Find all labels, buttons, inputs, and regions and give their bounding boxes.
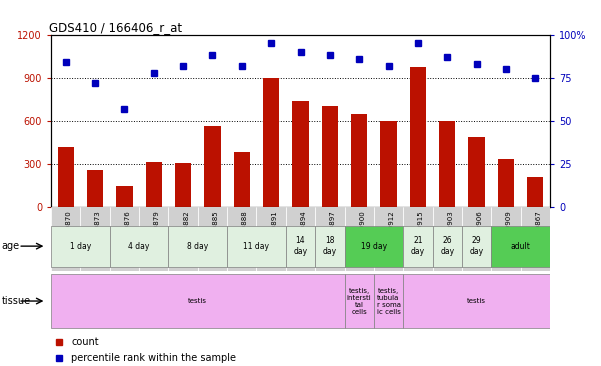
Text: tissue: tissue: [2, 296, 31, 306]
Bar: [117, 186, 132, 207]
Bar: [462, 225, 491, 267]
Bar: [403, 274, 550, 328]
Text: 18
day: 18 day: [323, 236, 337, 256]
Bar: [374, 274, 403, 328]
Bar: [51, 274, 344, 328]
Bar: [110, 207, 139, 271]
Bar: [234, 152, 250, 207]
Text: GSM9915: GSM9915: [418, 210, 424, 244]
Bar: [433, 225, 462, 267]
Text: GSM9903: GSM9903: [447, 210, 453, 244]
Text: GSM9900: GSM9900: [359, 210, 365, 244]
Bar: [227, 207, 257, 271]
Text: 21
day: 21 day: [411, 236, 425, 256]
Bar: [263, 78, 279, 207]
Bar: [380, 121, 397, 207]
Text: GSM9891: GSM9891: [271, 210, 277, 244]
Text: GSM9879: GSM9879: [154, 210, 160, 244]
Bar: [81, 207, 110, 271]
Bar: [403, 207, 433, 271]
Bar: [293, 101, 308, 207]
Bar: [51, 225, 110, 267]
Text: GSM9885: GSM9885: [213, 210, 219, 244]
Bar: [344, 274, 374, 328]
Bar: [87, 170, 103, 207]
Bar: [168, 225, 227, 267]
Text: percentile rank within the sample: percentile rank within the sample: [71, 353, 236, 363]
Text: 8 day: 8 day: [187, 242, 209, 251]
Text: GSM9876: GSM9876: [124, 210, 130, 244]
Bar: [403, 225, 433, 267]
Text: GSM9897: GSM9897: [330, 210, 336, 244]
Bar: [286, 225, 315, 267]
Text: 26
day: 26 day: [440, 236, 454, 256]
Text: GDS410 / 166406_r_at: GDS410 / 166406_r_at: [49, 20, 182, 34]
Text: 19 day: 19 day: [361, 242, 387, 251]
Bar: [286, 207, 315, 271]
Bar: [344, 225, 403, 267]
Bar: [257, 207, 286, 271]
Text: GSM9873: GSM9873: [95, 210, 101, 244]
Bar: [315, 225, 344, 267]
Bar: [175, 163, 191, 207]
Bar: [110, 225, 168, 267]
Bar: [198, 207, 227, 271]
Bar: [322, 107, 338, 207]
Bar: [374, 207, 403, 271]
Text: GSM9888: GSM9888: [242, 210, 248, 244]
Bar: [315, 207, 344, 271]
Text: GSM9870: GSM9870: [66, 210, 72, 244]
Text: GSM9867: GSM9867: [535, 210, 542, 244]
Text: GSM9912: GSM9912: [388, 210, 394, 244]
Bar: [227, 225, 286, 267]
Text: 14
day: 14 day: [293, 236, 308, 256]
Text: GSM9906: GSM9906: [477, 210, 483, 244]
Bar: [469, 137, 484, 207]
Text: adult: adult: [511, 242, 531, 251]
Text: GSM9882: GSM9882: [183, 210, 189, 244]
Bar: [433, 207, 462, 271]
Bar: [410, 67, 426, 207]
Text: 11 day: 11 day: [243, 242, 269, 251]
Text: GSM9909: GSM9909: [506, 210, 512, 244]
Bar: [462, 207, 491, 271]
Bar: [498, 160, 514, 207]
Text: 4 day: 4 day: [129, 242, 150, 251]
Text: count: count: [71, 337, 99, 347]
Text: GSM9894: GSM9894: [300, 210, 307, 244]
Bar: [520, 207, 550, 271]
Bar: [344, 207, 374, 271]
Bar: [439, 121, 456, 207]
Bar: [204, 126, 221, 207]
Text: testis,
tubula
r soma
ic cells: testis, tubula r soma ic cells: [377, 288, 400, 314]
Text: testis: testis: [467, 298, 486, 304]
Bar: [351, 113, 367, 207]
Bar: [491, 225, 550, 267]
Text: 29
day: 29 day: [469, 236, 484, 256]
Bar: [168, 207, 198, 271]
Bar: [51, 207, 81, 271]
Text: testis: testis: [188, 298, 207, 304]
Bar: [58, 146, 74, 207]
Text: testis,
intersti
tal
cells: testis, intersti tal cells: [347, 288, 371, 314]
Text: 1 day: 1 day: [70, 242, 91, 251]
Bar: [139, 207, 168, 271]
Bar: [527, 177, 543, 207]
Bar: [145, 163, 162, 207]
Bar: [491, 207, 520, 271]
Text: age: age: [2, 241, 20, 251]
